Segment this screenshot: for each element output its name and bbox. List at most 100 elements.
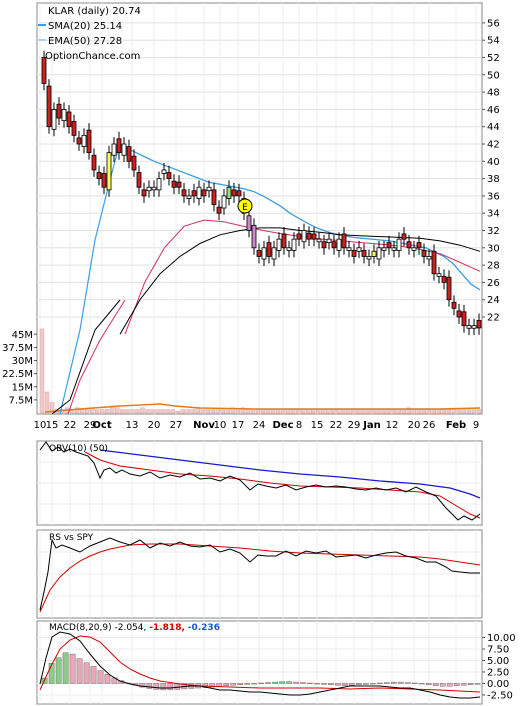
volume-bar [411, 409, 416, 414]
macd-histogram-bar [62, 652, 69, 684]
price-candle [426, 256, 432, 260]
volume-bar [290, 409, 296, 414]
date-tick-label: 20 [408, 420, 421, 431]
volume-bar [361, 409, 366, 414]
volume-bar [170, 409, 175, 414]
macd-histogram-bar [251, 683, 257, 685]
price-candle [161, 169, 167, 174]
price-tick-label: 38 [487, 174, 500, 185]
price-candle [211, 189, 217, 205]
price-candle [196, 186, 202, 199]
price-candle [471, 325, 477, 329]
macd-histogram-bar [446, 683, 453, 687]
macd-histogram-bar [363, 683, 369, 685]
price-candle [386, 242, 392, 249]
macd-histogram-bar [321, 683, 327, 685]
price-axis: 22 24 26 28 30 32 34 36 38 40 42 44 46 48 50 52 54 56 [482, 18, 500, 324]
volume-bar [135, 409, 140, 414]
volume-bar [316, 409, 321, 414]
volume-axis: 45M 37.5M 30M 22.5M 15M 7.5M [2, 330, 37, 406]
macd-tick-label: 7.50 [487, 645, 509, 656]
price-candle [136, 172, 142, 188]
macd-histogram-bar [432, 683, 439, 686]
price-candle [296, 233, 302, 240]
obv-line-red [84, 451, 481, 519]
volume-bar [265, 409, 271, 414]
macd-histogram-bar [467, 683, 474, 686]
macd-histogram-bar [425, 683, 432, 686]
volume-bar [371, 409, 376, 414]
price-candle [146, 186, 152, 192]
price-candle [276, 238, 282, 251]
price-candle [246, 215, 252, 231]
price-candle [361, 249, 367, 257]
volume-bar [155, 409, 160, 414]
price-tick-label: 24 [487, 295, 500, 306]
volume-bar [300, 409, 306, 414]
volume-bar [326, 409, 331, 414]
obv-label: OBV(10) (50) [49, 444, 108, 454]
macd-histogram-bar [90, 666, 97, 684]
volume-bar [105, 409, 110, 414]
price-candle [206, 186, 212, 192]
price-candle [331, 241, 337, 249]
macd-histogram-bar [244, 683, 250, 685]
volume-bar [39, 328, 45, 414]
volume-bar [130, 409, 135, 414]
price-tick-label: 50 [487, 70, 500, 81]
price-tick-label: 42 [487, 140, 500, 151]
price-candle [216, 206, 222, 214]
price-candle [306, 232, 312, 240]
price-candle [51, 109, 57, 130]
price-tick-label: 22 [487, 313, 500, 324]
macd-histogram-bar [460, 683, 467, 686]
price-candle [221, 195, 227, 209]
price-tick-label: 48 [487, 88, 500, 99]
volume-bar [180, 409, 185, 414]
macd-histogram-bar [223, 683, 230, 686]
date-tick-label: Oct [92, 420, 111, 431]
macd-histogram-bar [335, 683, 341, 686]
macd-histogram-bar [209, 683, 216, 688]
date-tick-label: 20 [148, 420, 161, 431]
volume-bar [44, 391, 50, 414]
volume-bar [200, 409, 205, 414]
price-candle [461, 311, 467, 327]
volume-bar [79, 409, 85, 414]
volume-bar [356, 409, 361, 414]
price-candle [336, 238, 342, 251]
volume-tick-label: 45M [12, 330, 33, 341]
volume-bars [39, 328, 482, 414]
price-candle [121, 143, 127, 156]
price-candle [46, 85, 52, 128]
sma-lead-line [59, 149, 119, 415]
price-candle [281, 233, 287, 249]
price-candle [366, 256, 372, 260]
sma-legend-label: SMA(20) 25.14 [48, 21, 122, 32]
macd-histogram-bar [265, 682, 271, 684]
macd-tick-label: 10.00 [487, 633, 516, 644]
rs-label: RS vs SPY [49, 533, 94, 543]
price-candle [226, 186, 232, 199]
macd-histogram-bar [411, 682, 418, 684]
price-tick-label: 44 [487, 122, 500, 133]
volume-bar [150, 409, 155, 414]
macd-histogram-bar [76, 658, 83, 684]
price-candle [96, 172, 102, 179]
date-tick-label: 27 [170, 420, 183, 431]
price-candle [456, 310, 462, 318]
macd-histogram-bar [307, 682, 313, 684]
price-candle [251, 224, 257, 249]
macd-histogram-bar [69, 653, 76, 684]
volume-bar [476, 409, 482, 414]
volume-bar [406, 407, 411, 414]
macd-tick-label: 5.00 [487, 656, 509, 667]
macd-tick-label: 0.00 [487, 679, 509, 690]
volume-tick-label: 7.5M [8, 395, 33, 406]
macd-histogram-bar [474, 683, 481, 685]
volume-bar [49, 402, 55, 414]
price-tick-label: 30 [487, 243, 500, 254]
price-candle [91, 154, 97, 171]
macd-line-red [39, 635, 481, 693]
price-candle [236, 190, 242, 197]
